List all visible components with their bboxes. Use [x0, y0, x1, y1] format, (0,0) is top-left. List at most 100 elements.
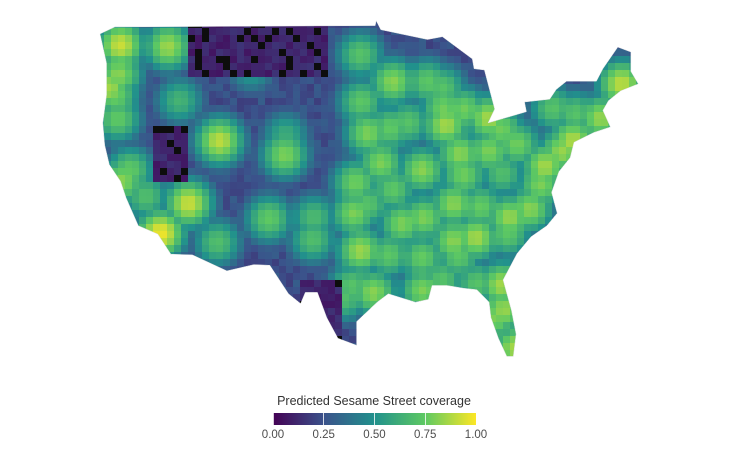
county-cell	[461, 224, 469, 232]
county-cell	[349, 210, 357, 218]
county-cell	[314, 70, 322, 78]
county-cell	[622, 371, 629, 378]
county-cell	[636, 203, 639, 211]
county-cell	[216, 21, 224, 29]
county-cell	[496, 217, 504, 225]
county-cell	[538, 168, 546, 176]
county-cell	[160, 168, 168, 176]
county-cell	[433, 315, 441, 323]
county-cell	[510, 161, 518, 169]
county-cell	[139, 35, 147, 43]
county-cell	[384, 175, 392, 183]
county-cell	[433, 126, 441, 134]
county-cell	[349, 133, 357, 141]
county-cell	[447, 189, 455, 197]
county-cell	[111, 245, 119, 253]
county-cell	[279, 224, 287, 232]
county-cell	[216, 84, 224, 92]
county-cell	[440, 259, 448, 267]
county-cell	[573, 20, 581, 22]
county-cell	[615, 175, 623, 183]
county-cell	[244, 140, 252, 148]
county-cell	[622, 315, 630, 323]
county-cell	[454, 259, 462, 267]
county-cell	[195, 77, 203, 85]
county-cell	[342, 280, 350, 288]
county-cell	[265, 42, 273, 50]
county-cell	[258, 259, 266, 267]
county-cell	[629, 245, 637, 253]
county-cell	[279, 154, 287, 162]
county-cell	[265, 308, 273, 316]
county-cell	[202, 28, 210, 36]
county-cell	[321, 350, 329, 357]
county-cell	[209, 105, 217, 113]
county-cell	[349, 63, 357, 71]
county-cell	[447, 126, 455, 134]
county-cell	[517, 56, 525, 64]
county-cell	[104, 343, 112, 351]
county-cell	[440, 245, 448, 253]
county-cell	[251, 371, 258, 378]
county-cell	[601, 357, 608, 364]
county-cell	[181, 28, 189, 36]
county-cell	[426, 343, 434, 351]
county-cell	[132, 308, 140, 316]
county-cell	[244, 364, 251, 371]
county-cell	[307, 119, 315, 127]
county-cell	[496, 56, 504, 64]
county-cell	[622, 196, 630, 204]
county-cell	[300, 28, 308, 36]
county-cell	[636, 252, 639, 260]
county-cell	[167, 322, 175, 330]
county-cell	[223, 112, 231, 120]
county-cell	[216, 294, 224, 302]
county-cell	[496, 371, 503, 378]
county-cell	[440, 217, 448, 225]
county-cell	[118, 196, 126, 204]
county-cell	[174, 203, 182, 211]
county-cell	[398, 203, 406, 211]
county-cell	[293, 154, 301, 162]
county-cell	[440, 364, 447, 371]
county-cell	[496, 308, 504, 316]
county-cell	[468, 231, 476, 239]
county-cell	[167, 49, 175, 57]
county-cell	[342, 154, 350, 162]
county-cell	[601, 77, 609, 85]
county-cell	[209, 84, 217, 92]
county-cell	[412, 21, 420, 29]
county-cell	[657, 308, 664, 315]
county-cell	[475, 238, 483, 246]
county-cell	[643, 287, 650, 294]
county-cell	[412, 20, 420, 22]
county-cell	[230, 224, 238, 232]
county-cell	[244, 238, 252, 246]
county-cell	[636, 126, 639, 134]
county-cell	[412, 28, 420, 36]
county-cell	[356, 266, 364, 274]
county-cell	[573, 112, 581, 120]
county-cell	[307, 371, 314, 378]
county-cell	[100, 105, 105, 113]
county-cell	[181, 308, 189, 316]
county-cell	[517, 294, 525, 302]
county-cell	[209, 91, 217, 99]
county-cell	[608, 245, 616, 253]
county-cell	[440, 133, 448, 141]
county-cell	[552, 161, 560, 169]
county-cell	[370, 21, 378, 29]
county-cell	[279, 231, 287, 239]
county-cell	[230, 77, 238, 85]
county-cell	[286, 273, 294, 281]
county-cell	[440, 35, 448, 43]
county-cell	[100, 196, 105, 204]
county-cell	[384, 168, 392, 176]
county-cell	[300, 175, 308, 183]
county-cell	[629, 168, 637, 176]
county-cell	[195, 329, 203, 337]
county-cell	[167, 28, 175, 36]
county-cell	[517, 322, 525, 330]
county-cell	[454, 280, 462, 288]
county-cell	[426, 336, 434, 344]
